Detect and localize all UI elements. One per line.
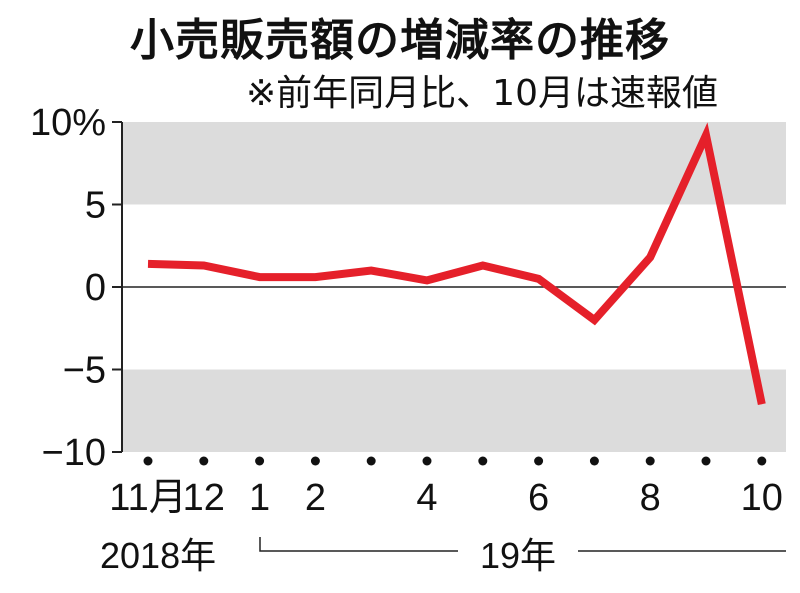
y-tick-label: 0 <box>85 267 106 309</box>
year-bracket-left <box>259 537 458 552</box>
x-tick-dot <box>478 456 488 466</box>
x-tick-label: 11月 <box>109 477 186 519</box>
x-tick-label: 10 <box>741 477 783 519</box>
x-tick-dot <box>422 456 432 466</box>
chart-title: 小売販売額の増減率の推移 <box>130 15 670 66</box>
band-1 <box>122 369 786 452</box>
x-tick-label: 4 <box>416 477 437 519</box>
chart-subtitle: ※前年同月比、10月は速報値 <box>246 73 718 114</box>
y-tick-label: 10% <box>30 102 106 144</box>
year-label-2019: 19年 <box>480 535 556 576</box>
x-tick-label: 6 <box>528 477 549 519</box>
x-tick-dot <box>310 456 320 466</box>
data-line <box>147 122 766 406</box>
x-tick-label: 8 <box>640 477 661 519</box>
x-tick-dot <box>255 456 265 466</box>
x-tick-dot <box>534 456 544 466</box>
x-tick-label: 2 <box>305 477 326 519</box>
x-tick-label: 1 <box>249 477 270 519</box>
x-tick-dot <box>645 456 655 466</box>
x-tick-dot <box>143 456 153 466</box>
x-tick-label: 12 <box>183 477 225 519</box>
x-tick-dot <box>366 456 376 466</box>
x-tick-dot <box>589 456 599 466</box>
x-tick-dot <box>701 456 711 466</box>
y-tick-label: 5 <box>85 185 106 227</box>
y-tick-label: −5 <box>63 350 106 392</box>
year-label-2018: 2018年 <box>100 535 216 576</box>
y-tick-label: −10 <box>42 432 106 474</box>
x-tick-dot <box>757 456 767 466</box>
band-0 <box>122 122 786 205</box>
x-tick-dot <box>199 456 209 466</box>
